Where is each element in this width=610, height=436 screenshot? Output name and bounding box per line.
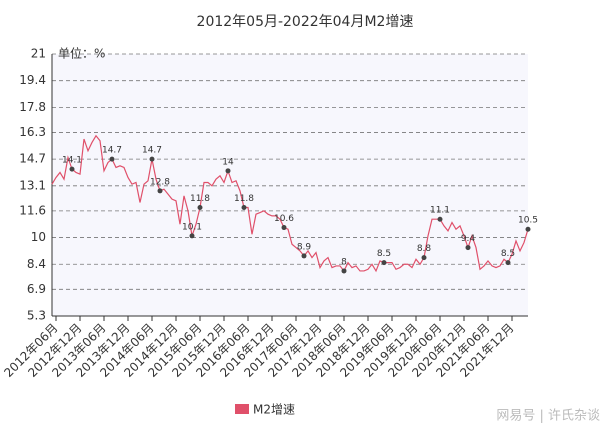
data-line [51, 134, 529, 273]
data-point [109, 156, 115, 162]
data-point [241, 205, 247, 211]
y-tick-label: 19.4 [19, 73, 46, 87]
y-tick-label: 14.7 [19, 152, 46, 166]
watermark: 网易号 | 许氏杂谈 [496, 409, 600, 424]
data-label: 14 [222, 157, 234, 167]
data-label: 14.7 [102, 146, 122, 156]
data-point [149, 156, 155, 162]
y-tick-label: 6.9 [27, 282, 46, 296]
data-label: 9.4 [461, 234, 476, 244]
data-point [197, 205, 203, 211]
data-label: 14.1 [62, 156, 82, 166]
legend-swatch [235, 404, 249, 414]
data-label: 12.8 [150, 177, 170, 187]
data-label: 14.7 [142, 146, 162, 156]
data-label: 8.9 [297, 242, 312, 252]
data-point [189, 233, 195, 239]
data-point [225, 168, 231, 174]
data-label: 8.5 [377, 249, 391, 259]
y-unit: 单位：% [58, 46, 105, 61]
legend-label: M2增速 [253, 403, 295, 417]
y-tick-label: 11.6 [19, 203, 46, 217]
data-label: 10.5 [518, 216, 538, 226]
y-tick-label: 21 [31, 47, 46, 61]
data-label: 11.1 [430, 206, 450, 216]
y-tick-label: 8.4 [27, 257, 46, 271]
data-label: 8.5 [501, 249, 515, 259]
data-point [525, 226, 531, 232]
data-label: 10.1 [182, 222, 202, 232]
y-tick-label: 13.1 [19, 178, 46, 192]
data-point [157, 188, 163, 194]
y-tick-label: 10 [31, 230, 46, 244]
data-label: 11.8 [234, 194, 254, 204]
chart-title: 2012年05月-2022年04月M2增速 [197, 14, 414, 30]
data-point [301, 253, 307, 259]
data-label: 8.8 [417, 244, 432, 254]
y-tick-label: 17.8 [19, 100, 46, 114]
data-label: 10.6 [274, 214, 294, 224]
y-tick-label: 5.3 [27, 309, 46, 323]
data-point [437, 216, 443, 222]
data-point [281, 225, 287, 231]
y-tick-label: 16.3 [19, 125, 46, 139]
plot-area [52, 54, 528, 316]
data-point [381, 260, 387, 266]
data-label: 11.8 [190, 194, 210, 204]
data-point [69, 166, 75, 172]
data-point [465, 245, 471, 251]
data-point [341, 268, 347, 274]
data-point [505, 260, 511, 266]
data-label: 8 [341, 257, 347, 267]
data-point [421, 255, 427, 261]
